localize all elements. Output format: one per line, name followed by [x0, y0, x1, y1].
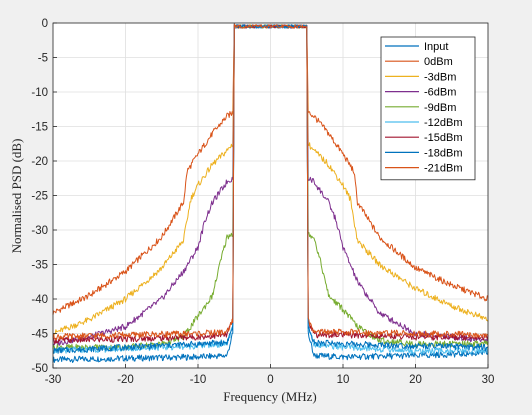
x-tick-label: -30: [45, 374, 62, 386]
y-tick-label: -50: [31, 363, 48, 375]
y-tick-label: -40: [31, 294, 48, 306]
series-line-6: [52, 24, 489, 344]
x-axis-label: Frequency (MHz): [223, 389, 317, 404]
legend-label: -15dBm: [424, 132, 463, 144]
x-tick-label: 30: [482, 374, 495, 386]
y-tick-label: -5: [38, 53, 48, 65]
legend-label: -12dBm: [424, 117, 463, 129]
x-tick-label: -20: [117, 374, 134, 386]
legend-label: -9dBm: [424, 102, 456, 114]
y-axis-label: Normalised PSD (dB): [9, 139, 24, 254]
y-tick-label: -45: [31, 329, 48, 341]
y-tick-label: -35: [31, 260, 48, 272]
y-tick-label: -30: [31, 225, 48, 237]
ticks: -30 -20 -10 0 10 20 30 0 -5 -10 -15 -20 -25 -30 -35 -40…: [31, 18, 494, 386]
x-tick-label: 20: [409, 374, 422, 386]
series-group: [52, 23, 489, 363]
y-tick-label: -25: [31, 191, 48, 203]
y-tick-label: -15: [31, 122, 48, 134]
x-tick-label: 0: [267, 374, 273, 386]
series-line-8: [52, 23, 489, 341]
x-tick-label: -10: [190, 374, 207, 386]
y-tick-label: -10: [31, 87, 48, 99]
legend-label: -3dBm: [424, 71, 456, 83]
x-tick-label: 10: [337, 374, 350, 386]
legend-label: -21dBm: [424, 163, 463, 175]
y-tick-label: 0: [42, 18, 48, 30]
legend: Input 0dBm -3dBm -6dBm -9dBm -12dBm -15dBm -18d…: [380, 36, 476, 181]
y-tick-label: -20: [31, 156, 48, 168]
legend-label: Input: [424, 41, 448, 53]
legend-label: -18dBm: [424, 147, 463, 159]
legend-label: 0dBm: [424, 56, 453, 68]
legend-label: -6dBm: [424, 87, 456, 99]
